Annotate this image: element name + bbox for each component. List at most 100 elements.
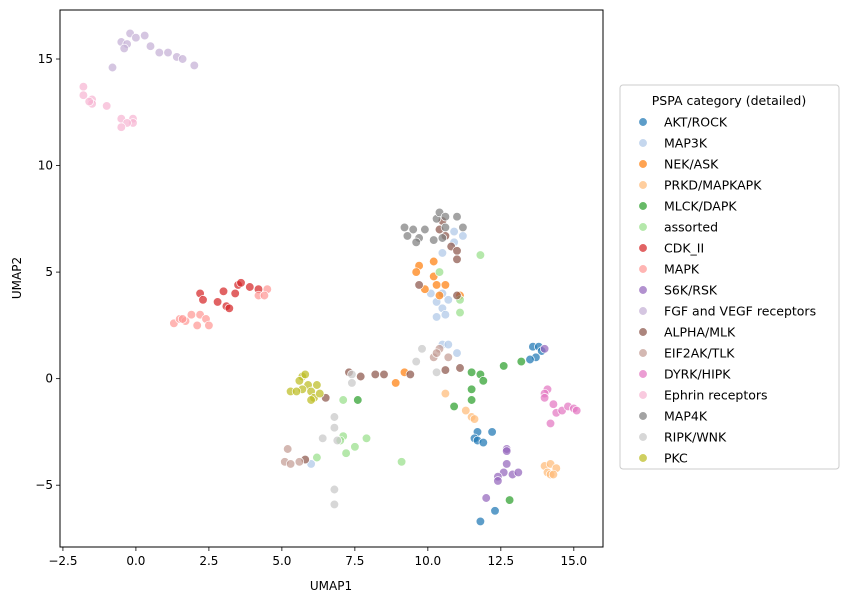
data-point xyxy=(245,282,255,292)
legend-label: CDK_II xyxy=(664,241,704,256)
x-tick-label: −2.5 xyxy=(48,554,77,568)
legend-marker xyxy=(638,453,648,463)
data-point xyxy=(490,506,500,516)
data-point xyxy=(119,43,129,54)
data-point xyxy=(434,290,445,301)
data-point xyxy=(379,369,389,380)
x-tick-label: 15.0 xyxy=(560,554,587,568)
data-point xyxy=(516,356,526,367)
x-axis-title: UMAP1 xyxy=(310,579,352,593)
data-point xyxy=(545,418,556,429)
data-point xyxy=(458,231,468,241)
data-point xyxy=(189,60,199,71)
data-point xyxy=(440,280,451,290)
data-point xyxy=(192,320,202,331)
data-point xyxy=(440,365,451,375)
legend-label: Ephrin receptors xyxy=(664,388,768,403)
data-point xyxy=(312,380,322,390)
data-point xyxy=(417,344,427,354)
data-point xyxy=(452,254,462,264)
data-point xyxy=(353,395,363,405)
data-point xyxy=(469,414,480,424)
legend-label: S6K/RSK xyxy=(664,283,718,298)
legend-label: MAP4K xyxy=(664,409,708,424)
data-point xyxy=(332,435,342,446)
data-point xyxy=(481,493,491,503)
data-point xyxy=(449,226,459,237)
data-point xyxy=(539,393,550,403)
data-point xyxy=(306,395,316,405)
data-point xyxy=(440,212,451,222)
data-point xyxy=(440,222,451,233)
data-point xyxy=(437,233,448,243)
y-tick-label: 5 xyxy=(45,265,53,279)
data-point xyxy=(140,30,150,41)
data-point xyxy=(475,250,486,260)
data-point xyxy=(338,395,348,405)
legend-label: MAPK xyxy=(664,262,700,277)
data-point xyxy=(283,444,293,454)
data-point xyxy=(102,101,112,111)
data-point xyxy=(402,231,413,241)
data-point xyxy=(329,499,340,510)
plot-frame xyxy=(59,9,604,548)
data-point xyxy=(431,367,442,377)
legend-label: NEK/ASK xyxy=(664,157,719,172)
x-tick-label: 7.5 xyxy=(345,554,364,568)
legend-label: ALPHA/MLK xyxy=(664,325,736,340)
data-point xyxy=(525,354,535,365)
data-point xyxy=(478,437,488,448)
data-point xyxy=(294,376,305,386)
data-point xyxy=(356,371,366,382)
data-point xyxy=(198,295,208,305)
legend-marker xyxy=(638,159,648,169)
data-point xyxy=(504,495,515,505)
y-tick-label: 0 xyxy=(45,372,53,386)
legend-label: PKC xyxy=(664,451,688,466)
data-point xyxy=(259,290,270,301)
x-tick-label: 0.0 xyxy=(126,554,145,568)
data-point xyxy=(466,395,477,405)
data-point xyxy=(452,246,462,256)
legend-marker xyxy=(638,432,648,442)
data-point xyxy=(414,280,424,290)
data-point xyxy=(455,307,465,318)
data-point xyxy=(405,369,415,380)
data-point xyxy=(329,484,340,495)
data-point xyxy=(347,369,357,380)
legend-label: EIF2AK/TLK xyxy=(664,346,735,361)
legend: PSPA category (detailed) AKT/ROCK MAP3K NE… xyxy=(619,84,840,470)
data-point xyxy=(434,267,445,277)
data-point xyxy=(548,469,559,480)
data-point xyxy=(218,286,229,296)
data-point xyxy=(312,452,322,463)
legend-marker xyxy=(638,264,648,274)
data-point xyxy=(458,222,468,233)
data-point xyxy=(513,467,523,478)
data-point xyxy=(452,290,462,301)
data-point xyxy=(107,62,118,73)
data-point xyxy=(437,248,448,258)
data-point xyxy=(408,224,418,235)
legend-marker xyxy=(638,138,648,148)
data-point xyxy=(145,41,156,51)
data-point xyxy=(224,303,234,313)
y-axis-title: UMAP2 xyxy=(10,257,24,299)
data-point xyxy=(300,369,310,380)
legend-label: AKT/ROCK xyxy=(664,115,728,130)
data-point xyxy=(186,310,197,320)
data-point xyxy=(548,399,559,409)
legend-label: assorted xyxy=(664,220,718,235)
data-point xyxy=(236,278,246,288)
data-point xyxy=(78,90,89,100)
data-point xyxy=(452,348,462,358)
data-point xyxy=(204,320,214,331)
legend-label: PRKD/MAPKAPK xyxy=(664,178,762,193)
x-tick-label: 10.0 xyxy=(414,554,441,568)
legend-marker xyxy=(638,306,648,316)
data-point xyxy=(539,344,550,354)
data-point xyxy=(431,348,442,358)
data-point xyxy=(154,47,164,58)
data-point xyxy=(431,312,442,322)
data-point xyxy=(329,423,340,433)
